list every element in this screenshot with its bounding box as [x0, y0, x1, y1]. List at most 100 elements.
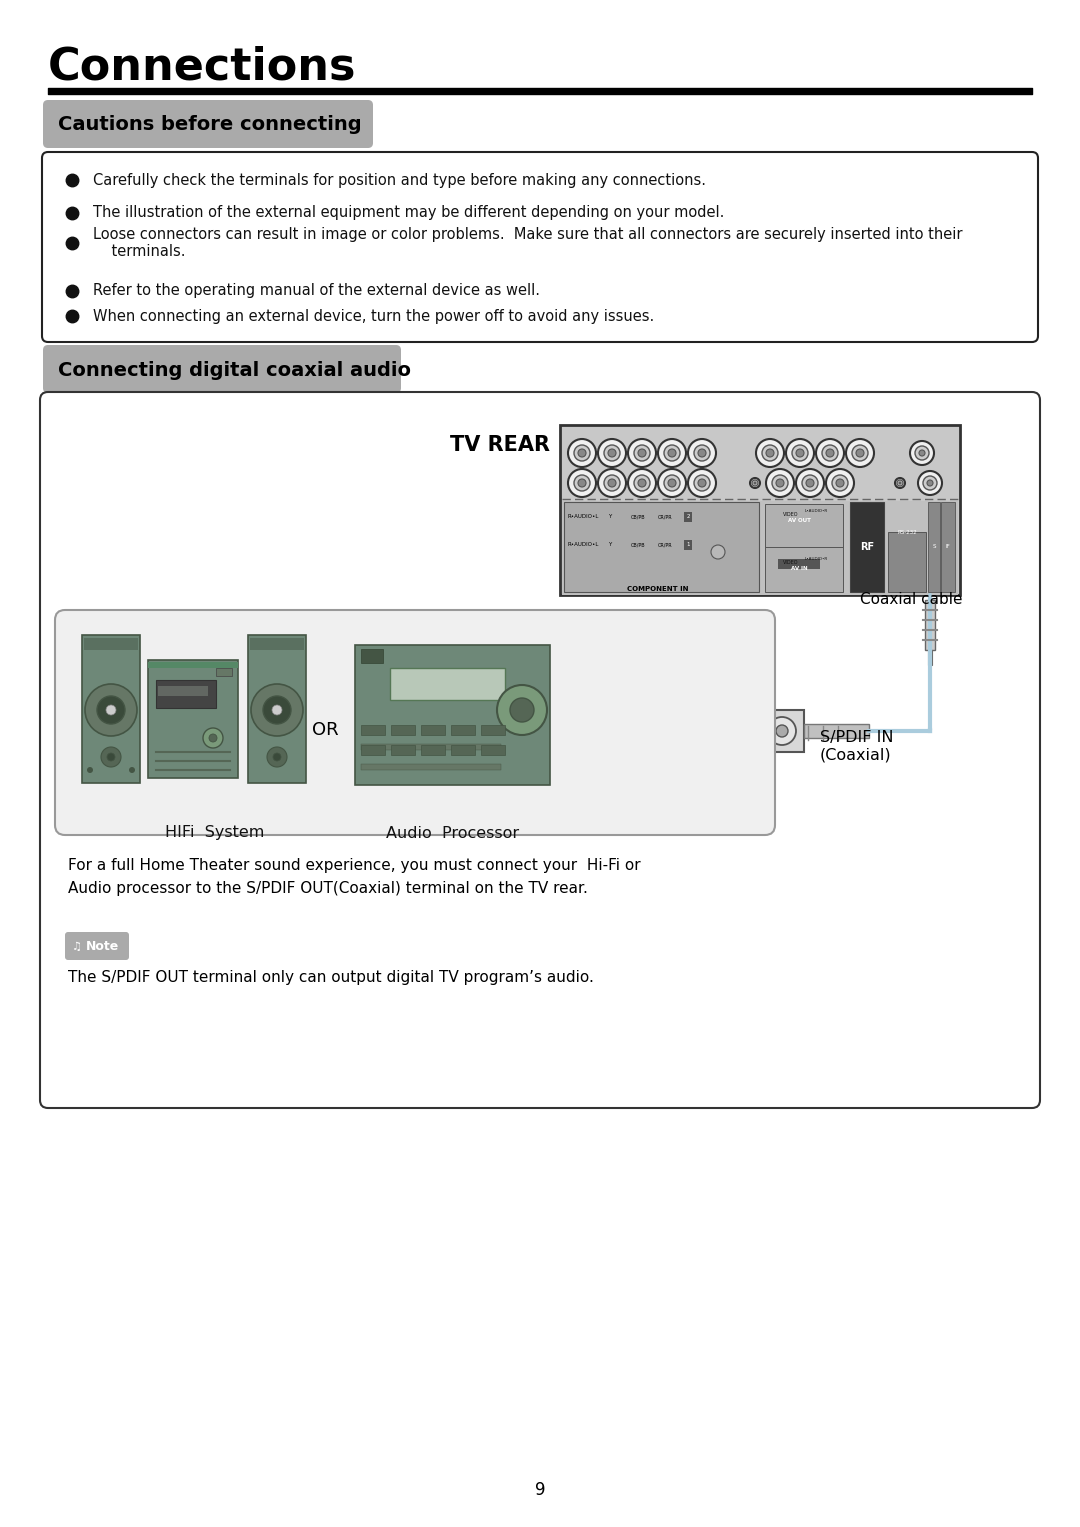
Circle shape	[923, 476, 937, 490]
Circle shape	[264, 696, 291, 724]
Circle shape	[927, 479, 933, 486]
Text: RF: RF	[860, 542, 874, 551]
Bar	[778, 559, 820, 570]
Text: TV REAR: TV REAR	[450, 435, 550, 455]
Circle shape	[272, 705, 282, 715]
Circle shape	[251, 684, 303, 736]
Text: VIDEO: VIDEO	[783, 512, 799, 516]
Text: OR: OR	[312, 721, 338, 739]
Text: The illustration of the external equipment may be different depending on your mo: The illustration of the external equipme…	[93, 206, 725, 220]
Bar	[451, 725, 475, 734]
Circle shape	[688, 438, 716, 467]
Circle shape	[638, 479, 646, 487]
Text: S: S	[932, 545, 935, 550]
Text: Cautions before connecting: Cautions before connecting	[58, 116, 362, 134]
Circle shape	[915, 446, 929, 460]
Circle shape	[777, 479, 784, 487]
Circle shape	[899, 483, 901, 484]
Text: 2: 2	[686, 515, 690, 519]
Text: Connecting digital coaxial audio: Connecting digital coaxial audio	[58, 360, 411, 380]
Circle shape	[777, 725, 788, 738]
FancyBboxPatch shape	[43, 99, 373, 148]
Circle shape	[698, 449, 706, 457]
Circle shape	[87, 767, 93, 773]
Bar	[249, 638, 303, 651]
Circle shape	[578, 449, 586, 457]
Circle shape	[664, 444, 680, 461]
Circle shape	[910, 441, 934, 466]
Circle shape	[627, 469, 656, 496]
Bar	[481, 725, 505, 734]
Circle shape	[669, 479, 676, 487]
Bar	[421, 725, 445, 734]
Circle shape	[634, 444, 650, 461]
Circle shape	[210, 734, 217, 742]
Circle shape	[856, 449, 864, 457]
Text: Note: Note	[86, 941, 119, 953]
Bar	[760, 710, 804, 751]
Text: When connecting an external device, turn the power off to avoid any issues.: When connecting an external device, turn…	[93, 308, 654, 324]
Circle shape	[604, 444, 620, 461]
Circle shape	[85, 684, 137, 736]
Circle shape	[836, 479, 843, 487]
Bar	[84, 638, 138, 651]
Text: Carefully check the terminals for position and type before making any connection: Carefully check the terminals for positi…	[93, 173, 706, 188]
Text: IF: IF	[946, 545, 950, 550]
Bar	[888, 531, 926, 592]
Text: Refer to the operating manual of the external device as well.: Refer to the operating manual of the ext…	[93, 284, 540, 298]
Circle shape	[688, 469, 716, 496]
Bar	[850, 502, 885, 592]
Circle shape	[608, 479, 616, 487]
Text: 1: 1	[686, 542, 690, 548]
Circle shape	[638, 449, 646, 457]
Text: Y: Y	[608, 515, 611, 519]
Circle shape	[816, 438, 843, 467]
Circle shape	[762, 444, 778, 461]
Circle shape	[792, 444, 808, 461]
Text: Y: Y	[608, 542, 611, 548]
Text: R•AUDIO•L: R•AUDIO•L	[567, 542, 598, 548]
Bar	[158, 686, 208, 696]
Circle shape	[750, 478, 760, 489]
Circle shape	[756, 438, 784, 467]
Bar	[562, 501, 958, 596]
Circle shape	[694, 475, 710, 492]
FancyBboxPatch shape	[65, 931, 129, 960]
Bar	[941, 502, 955, 592]
Circle shape	[802, 475, 818, 492]
Bar	[148, 663, 238, 667]
Circle shape	[573, 475, 590, 492]
Circle shape	[754, 483, 756, 484]
Circle shape	[919, 450, 924, 457]
Circle shape	[852, 444, 868, 461]
Circle shape	[608, 449, 616, 457]
Text: CR/PR: CR/PR	[658, 515, 673, 519]
Text: AV OUT: AV OUT	[787, 519, 810, 524]
Circle shape	[658, 438, 686, 467]
Text: L•AUDIO•R: L•AUDIO•R	[805, 508, 827, 513]
Text: ♫: ♫	[72, 942, 82, 951]
Bar	[355, 644, 550, 785]
Circle shape	[772, 475, 788, 492]
Circle shape	[768, 718, 796, 745]
Text: The S/PDIF OUT terminal only can output digital TV program’s audio.: The S/PDIF OUT terminal only can output …	[68, 970, 594, 985]
Bar	[391, 745, 415, 754]
Circle shape	[107, 753, 114, 760]
Circle shape	[826, 449, 834, 457]
Text: 9: 9	[535, 1481, 545, 1500]
Circle shape	[796, 449, 804, 457]
Circle shape	[826, 469, 854, 496]
Bar	[421, 745, 445, 754]
Bar	[804, 724, 869, 738]
Circle shape	[604, 475, 620, 492]
Circle shape	[634, 475, 650, 492]
Circle shape	[698, 479, 706, 487]
Text: HIFi  System: HIFi System	[165, 826, 265, 840]
Circle shape	[568, 469, 596, 496]
Circle shape	[106, 705, 116, 715]
Circle shape	[510, 698, 534, 722]
Text: VIDEO: VIDEO	[783, 559, 799, 565]
Text: Loose connectors can result in image or color problems.  Make sure that all conn: Loose connectors can result in image or …	[93, 228, 962, 260]
Circle shape	[102, 747, 121, 767]
Bar	[564, 502, 759, 592]
